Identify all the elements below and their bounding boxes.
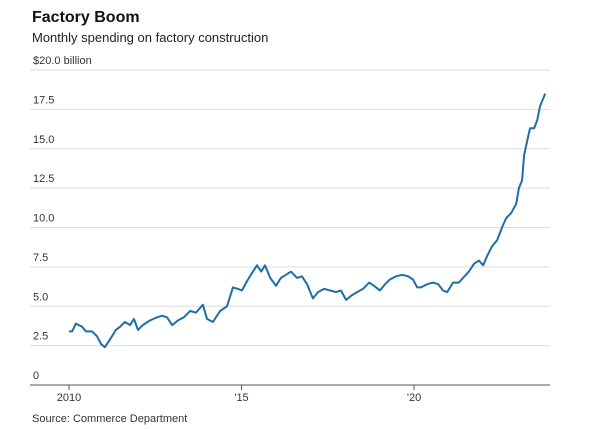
y-tick-label: 17.5 <box>33 94 54 106</box>
x-tick-label: 2010 <box>57 392 81 404</box>
chart-title: Factory Boom <box>32 9 140 26</box>
y-tick-label: $20.0 billion <box>33 55 92 67</box>
y-tick-label: 15.0 <box>33 134 54 146</box>
y-tick-label: 2.5 <box>33 331 48 343</box>
y-tick-label: 7.5 <box>33 252 48 264</box>
y-tick-label: 5.0 <box>33 291 48 303</box>
line-series <box>69 93 547 349</box>
source: Source: Commerce Department <box>32 413 187 425</box>
y-tick-label: 12.5 <box>33 173 54 185</box>
y-tick-label: 10.0 <box>33 213 54 225</box>
x-tick-label: '15 <box>234 392 248 404</box>
y-tick-label: 0 <box>33 370 39 382</box>
x-tick-label: '20 <box>407 392 421 404</box>
chart-subtitle: Monthly spending on factory construction <box>32 30 268 45</box>
